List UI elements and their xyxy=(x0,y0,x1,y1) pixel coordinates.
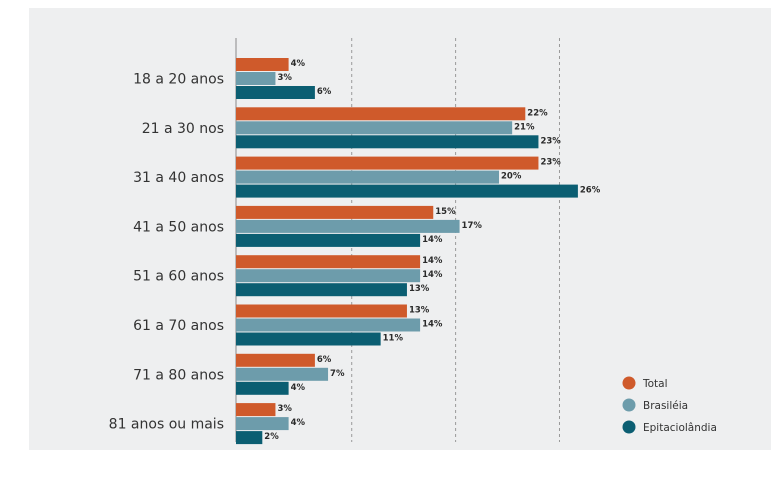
category-label: 41 a 50 anos xyxy=(133,219,224,235)
data-label: 13% xyxy=(409,284,430,294)
legend-swatch xyxy=(622,420,636,434)
bar-epitaciolândia xyxy=(236,431,263,445)
bar-total xyxy=(236,403,276,417)
category-label: 81 anos ou mais xyxy=(109,417,224,433)
legend-label: Epitaciolândia xyxy=(643,422,717,434)
bar-brasiléia xyxy=(236,367,329,381)
legend-label: Total xyxy=(642,378,668,390)
bar-brasiléia xyxy=(236,121,513,135)
data-label: 6% xyxy=(317,355,332,365)
category-label: 61 a 70 anos xyxy=(133,318,224,334)
data-label: 26% xyxy=(580,186,601,196)
data-label: 4% xyxy=(291,59,306,69)
category-label: 31 a 40 anos xyxy=(133,170,224,186)
data-label: 4% xyxy=(291,418,306,428)
category-label: 18 a 20 anos xyxy=(133,72,224,88)
bar-epitaciolândia xyxy=(236,283,407,297)
bar-epitaciolândia xyxy=(236,381,289,395)
bar-total xyxy=(236,205,434,219)
category-label: 21 a 30 nos xyxy=(142,121,224,137)
data-label: 14% xyxy=(422,320,443,330)
data-label: 14% xyxy=(422,256,443,266)
data-label: 14% xyxy=(422,270,443,280)
bar-brasiléia xyxy=(236,417,289,431)
data-label: 17% xyxy=(462,221,483,231)
data-label: 2% xyxy=(264,432,279,442)
category-labels: 18 a 20 anos 21 a 30 nos 31 a 40 anos 41 a … xyxy=(109,72,224,433)
data-label: 3% xyxy=(277,404,292,414)
bar-epitaciolândia xyxy=(236,86,315,99)
data-label: 23% xyxy=(540,158,561,168)
category-label: 51 a 60 anos xyxy=(133,269,224,285)
legend-swatch xyxy=(622,398,636,412)
bar-brasiléia xyxy=(236,318,421,332)
data-label: 14% xyxy=(422,235,443,245)
bar-brasiléia xyxy=(236,72,276,85)
data-label: 15% xyxy=(435,207,456,217)
bar-total xyxy=(236,107,526,121)
bar-total xyxy=(236,156,539,170)
data-label: 6% xyxy=(317,87,332,97)
bar-total xyxy=(236,58,289,71)
legend-swatch xyxy=(622,376,636,390)
bar-total xyxy=(236,353,315,367)
bar-brasiléia xyxy=(236,170,499,184)
data-label: 7% xyxy=(330,369,345,379)
data-label: 13% xyxy=(409,306,430,316)
data-label: 23% xyxy=(540,136,561,146)
data-label: 20% xyxy=(501,172,522,182)
data-label: 21% xyxy=(514,122,535,132)
bar-epitaciolândia xyxy=(236,135,539,149)
bar-brasiléia xyxy=(236,269,421,283)
bar-epitaciolândia xyxy=(236,332,381,346)
bars xyxy=(236,58,578,445)
bar-total xyxy=(236,304,407,318)
legend: Total Brasiléia Epitaciolândia xyxy=(622,376,717,434)
legend-label: Brasiléia xyxy=(643,400,688,412)
bar-total xyxy=(236,255,421,269)
data-label: 22% xyxy=(527,108,548,118)
bar-epitaciolândia xyxy=(236,233,421,247)
category-label: 71 a 80 anos xyxy=(133,367,224,383)
data-label: 3% xyxy=(277,73,292,83)
data-label: 11% xyxy=(383,334,404,344)
data-label: 4% xyxy=(291,383,306,393)
bar-epitaciolândia xyxy=(236,184,578,198)
bar-brasiléia xyxy=(236,219,460,233)
value-labels: 4% 3% 6% 22% 21% 23% 23% 20% 26% 15% 17% 14% 14% 14% 1… xyxy=(264,59,600,442)
